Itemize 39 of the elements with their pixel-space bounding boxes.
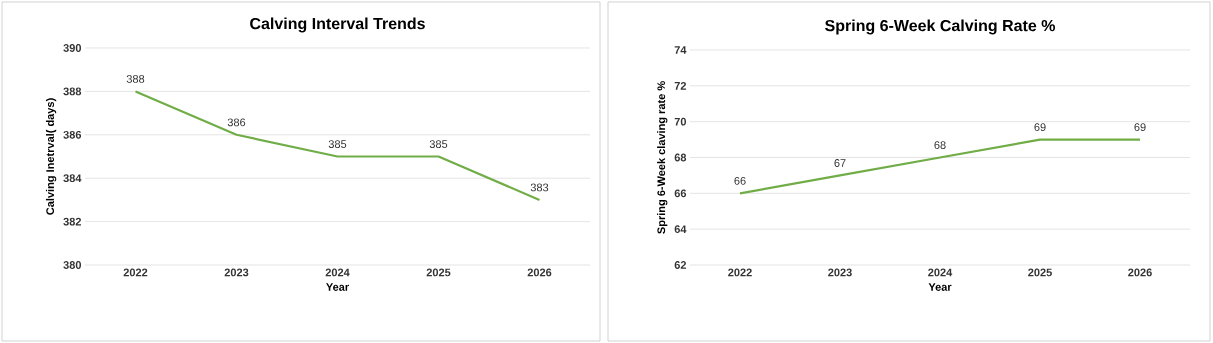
chart-title: Calving Interval Trends bbox=[250, 17, 425, 33]
chart-title: Spring 6-Week Calving Rate % bbox=[825, 19, 1056, 35]
y-tick-label: 72 bbox=[674, 82, 687, 90]
data-label: 69 bbox=[1034, 123, 1046, 132]
y-axis-title: Calving Inetrval( days) bbox=[45, 98, 57, 215]
y-tick-label: 68 bbox=[674, 153, 687, 162]
y-tick-label: 74 bbox=[674, 46, 687, 54]
y-tick-label: 66 bbox=[674, 189, 687, 198]
y-tick-label: 382 bbox=[63, 217, 82, 226]
y-tick-label: 388 bbox=[63, 87, 82, 96]
data-label: 383 bbox=[530, 183, 549, 192]
y-tick-label: 390 bbox=[63, 44, 82, 52]
y-tick-label: 384 bbox=[63, 174, 82, 183]
x-tick-label: 2026 bbox=[1128, 268, 1152, 277]
y-axis-title: Spring 6-Week claving rate % bbox=[657, 81, 668, 234]
y-tick-label: 64 bbox=[674, 225, 687, 234]
x-tick-label: 2024 bbox=[325, 268, 350, 277]
y-tick-label: 380 bbox=[63, 261, 82, 269]
x-tick-label: 2025 bbox=[426, 268, 451, 277]
data-label: 385 bbox=[429, 140, 448, 148]
data-label: 66 bbox=[734, 177, 746, 185]
y-tick-label: 70 bbox=[674, 117, 687, 126]
data-label: 386 bbox=[227, 118, 246, 127]
x-tick-label: 2024 bbox=[928, 268, 953, 277]
data-label: 388 bbox=[126, 75, 145, 83]
data-label: 67 bbox=[834, 159, 846, 167]
x-tick-label: 2025 bbox=[1028, 268, 1052, 277]
y-tick-label: 62 bbox=[674, 261, 687, 269]
y-tick-label: 386 bbox=[63, 130, 82, 139]
x-tick-label: 2022 bbox=[728, 268, 752, 277]
data-label: 69 bbox=[1134, 123, 1146, 132]
x-axis-title: Year bbox=[326, 283, 349, 291]
data-label: 385 bbox=[328, 140, 347, 148]
data-label: 68 bbox=[934, 141, 946, 149]
x-tick-label: 2023 bbox=[828, 268, 852, 277]
x-tick-label: 2026 bbox=[527, 268, 552, 277]
x-tick-label: 2023 bbox=[224, 268, 249, 277]
x-axis-title: Year bbox=[928, 283, 952, 291]
x-tick-label: 2022 bbox=[123, 268, 148, 277]
